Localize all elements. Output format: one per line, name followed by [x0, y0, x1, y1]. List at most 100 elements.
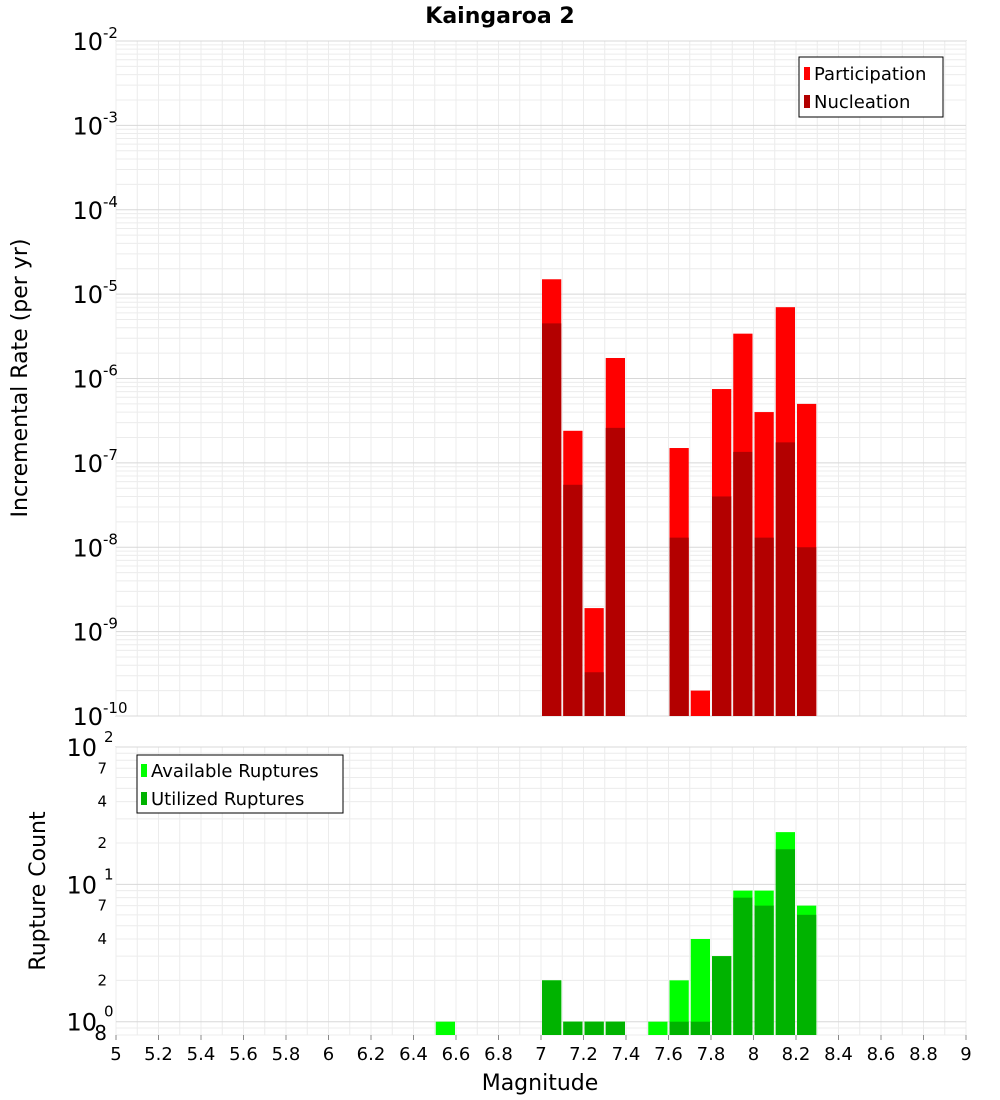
utilized-legend-swatch [141, 792, 147, 805]
y-tick-label: 10 [72, 619, 103, 647]
y-tick-label: 10 [72, 703, 103, 731]
y-tick-label: 10 [72, 450, 103, 478]
x-tick-label: 7.8 [697, 1044, 726, 1065]
x-tick-label: 8.4 [824, 1044, 853, 1065]
x-tick-label: 7.6 [654, 1044, 683, 1065]
x-tick-label: 5.8 [272, 1044, 301, 1065]
nucleation-bar [584, 672, 604, 716]
nucleation-bar [797, 547, 817, 716]
count-grid [115, 746, 967, 1036]
rate-grid [115, 40, 967, 717]
x-tick-label: 7.2 [569, 1044, 598, 1065]
nucleation-legend-label: Nucleation [814, 92, 910, 113]
count-legend: Available Ruptures Utilized Ruptures [136, 754, 344, 814]
x-ticks: 5 5.2 5.4 5.6 5.8 6 6.2 6.4 6.6 6.8 7 7.2 7.4 7.6 7.8 8… [110, 1035, 972, 1065]
rate-legend: Participation Nucleation [798, 56, 944, 118]
x-tick-label: 5.6 [229, 1044, 258, 1065]
y-tick-label: 10 [66, 734, 97, 762]
y-tick-label: 10 [72, 534, 103, 562]
x-tick-label: 6.4 [399, 1044, 428, 1065]
x-tick-label: 7.4 [612, 1044, 641, 1065]
y-tick-exponent: -8 [103, 530, 118, 548]
utilized-ruptures-bar [775, 849, 795, 1035]
x-axis-title: Magnitude [482, 1071, 599, 1096]
x-tick-label: 8.8 [909, 1044, 938, 1065]
x-tick-label: 8 [748, 1044, 759, 1065]
y-tick-exponent: -4 [103, 193, 118, 211]
nucleation-bar [754, 537, 774, 716]
rate-legend-box [798, 56, 944, 118]
available-legend-swatch [141, 764, 147, 777]
y-tick-exponent: -10 [103, 699, 128, 717]
utilized-ruptures-bar [712, 956, 732, 1035]
y-tick-exponent: -6 [103, 362, 118, 380]
nucleation-bar [712, 496, 732, 716]
utilized-ruptures-bar [563, 1021, 583, 1035]
utilized-ruptures-bar [690, 1021, 710, 1035]
y-minor-tick-label: 2 [97, 971, 107, 989]
x-tick-label: 5.2 [144, 1044, 173, 1065]
rate-panel: 10-210-310-410-510-610-710-810-910-10 In… [8, 24, 967, 731]
utilized-ruptures-bar [669, 1021, 689, 1035]
available-legend-label: Available Ruptures [151, 761, 319, 782]
y-tick-exponent: -3 [103, 108, 118, 126]
count-legend-box [136, 754, 344, 814]
x-tick-label: 5.4 [187, 1044, 216, 1065]
utilized-ruptures-bar [584, 1021, 604, 1035]
y-minor-tick-label: 8 [94, 1021, 107, 1045]
nucleation-bar [669, 537, 689, 716]
nucleation-bar [733, 451, 753, 716]
utilized-ruptures-bar [754, 905, 774, 1035]
available-ruptures-bar [669, 980, 689, 1035]
y-minor-tick-label: 2 [97, 834, 107, 852]
participation-legend-swatch [804, 67, 810, 80]
x-tick-label: 7 [535, 1044, 546, 1065]
available-ruptures-bar [690, 939, 710, 1035]
y-tick-label: 10 [72, 112, 103, 140]
y-tick-label: 10 [66, 871, 97, 899]
x-tick-label: 5 [110, 1044, 121, 1065]
y-minor-tick-label: 7 [97, 759, 107, 777]
x-tick-label: 9 [960, 1044, 971, 1065]
nucleation-bar [605, 427, 625, 716]
x-tick-label: 6.6 [442, 1044, 471, 1065]
participation-legend-label: Participation [814, 64, 926, 85]
chart-title: Kaingaroa 2 [425, 4, 574, 29]
count-panel: 10 2 10 1 10 0 7 4 2 7 4 2 8 5 5.2 5.4 5.6 5.8 6 6.2 6.4 6.6… [26, 728, 972, 1096]
y-tick-exponent: -5 [103, 277, 118, 295]
nucleation-bar [542, 323, 562, 716]
y-tick-label: 10 [72, 28, 103, 56]
rate-y-axis-title: Incremental Rate (per yr) [8, 239, 33, 518]
x-tick-label: 6.2 [357, 1044, 386, 1065]
nucleation-legend-swatch [804, 95, 810, 108]
available-ruptures-bar [435, 1021, 455, 1035]
available-ruptures-bar [648, 1021, 668, 1035]
y-minor-tick-label: 4 [97, 930, 107, 948]
count-y-axis-title: Rupture Count [26, 811, 51, 971]
count-y-ticks: 10 2 10 1 10 0 7 4 2 7 4 2 8 [66, 728, 113, 1045]
y-minor-tick-label: 7 [97, 897, 107, 915]
utilized-ruptures-bar [542, 980, 562, 1035]
y-minor-tick-label: 4 [97, 793, 107, 811]
utilized-ruptures-bar [797, 914, 817, 1035]
y-tick-exponent: 0 [104, 1003, 114, 1021]
y-tick-label: 10 [72, 281, 103, 309]
y-tick-exponent: 1 [104, 865, 114, 883]
rate-y-ticks: 10-210-310-410-510-610-710-810-910-10 [72, 24, 127, 731]
x-tick-label: 8.2 [782, 1044, 811, 1065]
y-tick-label: 10 [72, 366, 103, 394]
utilized-ruptures-bar [605, 1021, 625, 1035]
count-bars [435, 832, 817, 1035]
nucleation-bar [775, 442, 795, 716]
utilized-legend-label: Utilized Ruptures [151, 789, 304, 810]
y-tick-exponent: -9 [103, 615, 118, 633]
y-tick-exponent: -2 [103, 24, 118, 42]
nucleation-bar [563, 484, 583, 716]
rate-bars [542, 279, 817, 716]
y-tick-exponent: 2 [104, 728, 114, 746]
y-tick-exponent: -7 [103, 446, 118, 464]
x-tick-label: 8.6 [867, 1044, 896, 1065]
participation-bar [690, 690, 710, 716]
y-tick-label: 10 [66, 1009, 97, 1037]
